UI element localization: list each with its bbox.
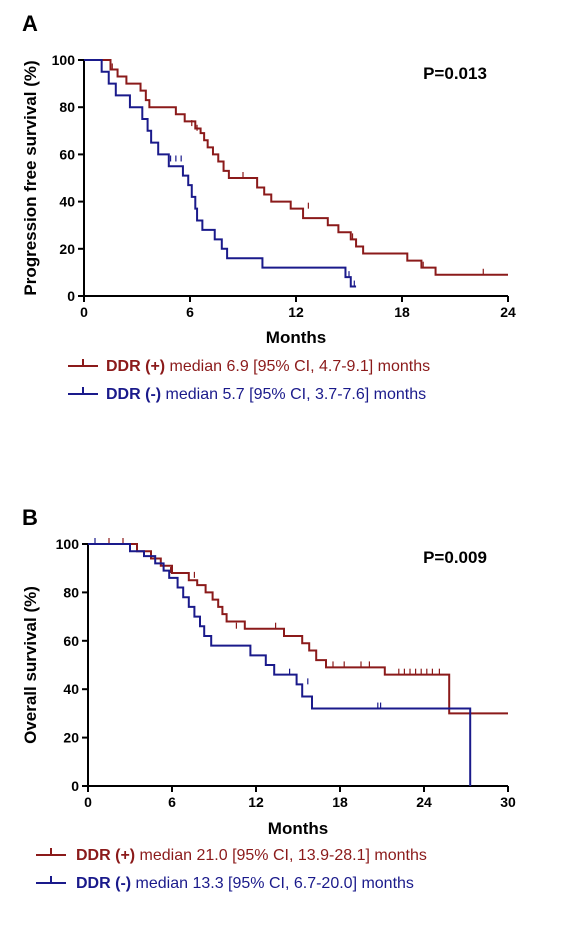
ddr-positive-legend-median: median 21.0 [95% CI, 13.9-28.1] months [135,847,427,864]
ddr-negative-legend-name: DDR (-) [106,386,161,403]
x-tick-label: 0 [84,794,92,810]
ddr-negative-legend-name: DDR (-) [76,875,131,892]
panel-b: B 0 20 40 60 80 100 0 6 12 18 24 30 Months Overall sur… [21,505,516,892]
x-tick-label: 12 [248,794,264,810]
p-value: P=0.009 [423,548,487,567]
x-tick-label: 30 [500,794,516,810]
y-tick-label: 100 [56,536,80,552]
x-tick-label: 24 [416,794,432,810]
y-tick-label: 80 [63,584,79,600]
y-tick-label: 100 [52,52,76,68]
y-tick-label: 0 [67,288,75,304]
panel-a: A 0 20 40 60 80 100 0 6 12 18 24 Months Progression f… [21,11,516,403]
x-tick-label: 6 [186,304,194,320]
y-tick-label: 40 [63,681,79,697]
ddr-positive-survival-curve [84,59,508,276]
y-tick-label: 20 [59,241,75,257]
y-tick-label: 60 [63,633,79,649]
x-axis-title: Months [268,819,328,838]
ddr-negative-legend-median: median 13.3 [95% CI, 6.7-20.0] months [131,875,414,892]
panel-label: A [22,11,38,36]
ddr-negative-survival-curve [84,59,357,288]
ddr-negative-legend-label: DDR (-) median 13.3 [95% CI, 6.7-20.0] m… [76,875,414,892]
y-tick-label: 60 [59,146,75,162]
panel-label: B [22,505,38,530]
y-tick-label: 40 [59,194,75,210]
x-tick-label: 18 [332,794,348,810]
x-tick-label: 6 [168,794,176,810]
p-value: P=0.013 [423,64,487,83]
ddr-positive-legend-median: median 6.9 [95% CI, 4.7-9.1] months [165,358,430,375]
ddr-positive-legend-name: DDR (+) [106,358,165,375]
ddr-positive-survival-curve [88,543,508,715]
ddr-negative-legend-median: median 5.7 [95% CI, 3.7-7.6] months [161,386,426,403]
x-tick-label: 18 [394,304,410,320]
y-axis-title: Progression free survival (%) [21,60,40,295]
ddr-negative-survival-curve [88,543,472,786]
ddr-positive-legend-label: DDR (+) median 6.9 [95% CI, 4.7-9.1] mon… [106,358,430,375]
y-tick-label: 0 [71,778,79,794]
x-axis-title: Months [266,328,326,347]
ddr-positive-legend-name: DDR (+) [76,847,135,864]
ddr-positive-legend-label: DDR (+) median 21.0 [95% CI, 13.9-28.1] … [76,847,427,864]
y-tick-label: 20 [63,730,79,746]
x-tick-label: 12 [288,304,304,320]
y-axis-title: Overall survival (%) [21,586,40,744]
x-tick-label: 24 [500,304,516,320]
ddr-negative-legend-label: DDR (-) median 5.7 [95% CI, 3.7-7.6] mon… [106,386,426,403]
x-tick-label: 0 [80,304,88,320]
y-tick-label: 80 [59,99,75,115]
